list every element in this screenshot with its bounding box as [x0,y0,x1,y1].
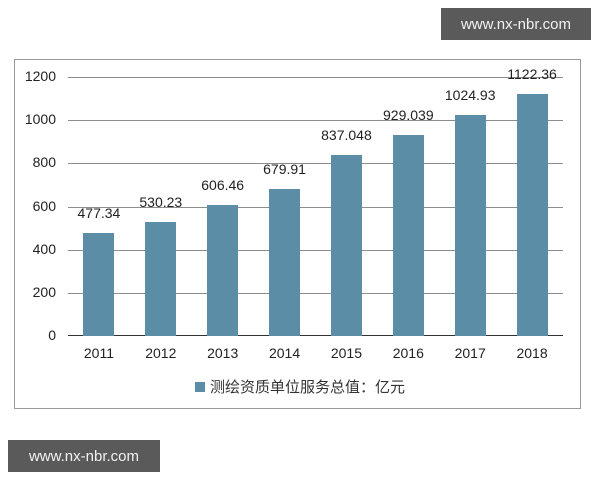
y-tick-label: 200 [32,283,56,300]
gridline [68,206,563,208]
x-tick-label: 2016 [392,345,424,361]
x-axis-line [68,335,563,336]
x-tick-label: 2011 [83,345,114,361]
legend-label: 测绘资质单位服务总值：亿元 [209,379,405,396]
gridline [68,163,563,165]
x-tick-label: 2015 [330,345,363,361]
x-tick-label: 2014 [268,345,301,361]
value-label: 837.048 [321,127,372,144]
legend-swatch-icon [194,382,205,392]
y-tick-label: 1000 [24,111,56,128]
bar-2018 [516,93,548,336]
value-label: 679.91 [263,161,306,178]
y-tick-label: 600 [32,197,56,214]
bar-2014 [269,189,301,336]
x-tick-label: 2012 [145,345,177,361]
value-label: 1024.93 [444,86,496,103]
y-tick-label: 0 [48,327,56,343]
bar-2012 [145,221,177,336]
watermark-top-right: www.nx-nbr.com [441,8,591,40]
bar-2017 [454,114,486,336]
watermark-bottom-left: www.nx-nbr.com [8,440,160,472]
plot-area [68,77,563,336]
y-tick-label: 800 [32,154,56,171]
y-tick-label: 1200 [24,68,56,84]
value-label: 477.34 [77,204,121,221]
gridline [68,249,563,251]
watermark-text: www.nx-nbr.com [460,15,572,33]
x-tick-label: 2013 [207,345,239,361]
y-tick-label: 400 [32,240,56,257]
legend: 测绘资质单位服务总值：亿元 [0,376,600,397]
value-label: 929.039 [383,107,434,124]
gridline [68,77,563,78]
bar-2015 [330,155,362,336]
bar-2016 [392,135,424,336]
gridline [68,120,563,122]
gridline [68,292,563,294]
bar-2011 [83,232,115,336]
value-label: 1122.36 [507,65,557,82]
value-label: 606.46 [201,177,245,194]
bar-2013 [207,205,239,336]
watermark-text: www.nx-nbr.com [28,447,140,465]
x-tick-label: 2017 [454,345,486,361]
value-label: 530.23 [139,193,183,210]
x-tick-label: 2018 [516,345,548,361]
